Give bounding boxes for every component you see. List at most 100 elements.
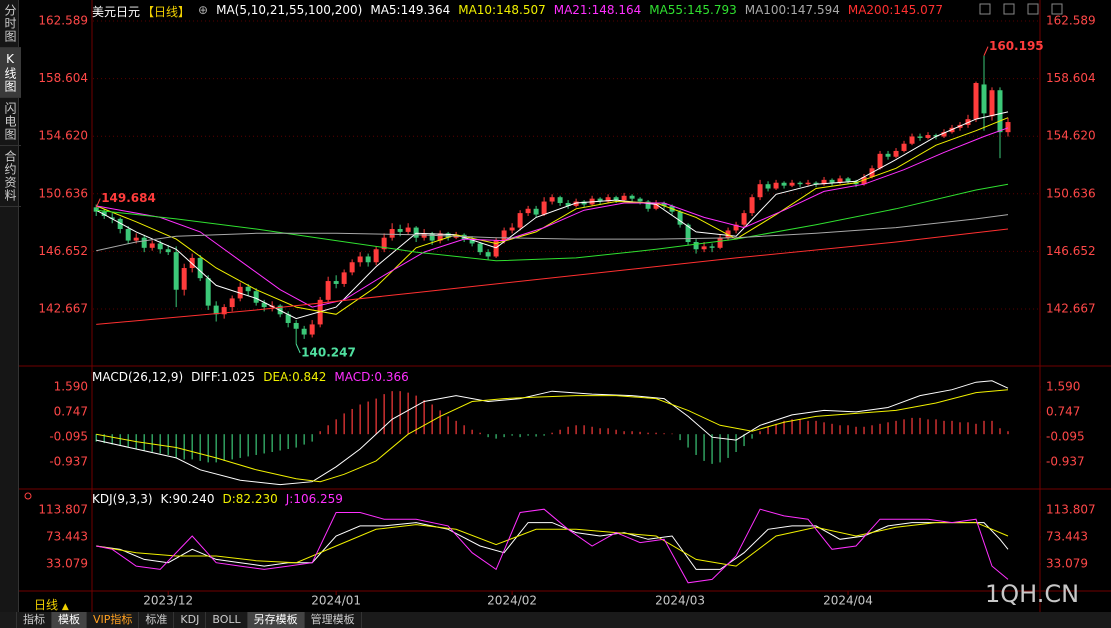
candle-body — [93, 207, 99, 212]
icon[interactable] — [1003, 3, 1015, 15]
candle-body — [349, 262, 355, 273]
legend-entry: D:82.230 — [222, 492, 278, 506]
y-tick-label: 150.636 — [1046, 186, 1096, 200]
candle-body — [725, 230, 731, 238]
x-tick-label: 2024/04 — [823, 594, 873, 608]
candle-body — [749, 197, 755, 214]
legend-entry: DIFF:1.025 — [191, 370, 256, 384]
legend-entry: MA10:148.507 — [458, 3, 546, 17]
macd-header: MACD(26,12,9) DIFF:1.025 DEA:0.842 MACD:0.… — [92, 370, 409, 384]
candle-body — [181, 268, 187, 290]
candle-body — [765, 184, 771, 189]
candle-body — [717, 237, 723, 248]
candle-body — [877, 153, 883, 169]
candle-body — [365, 256, 371, 263]
indicator-line — [96, 214, 1009, 252]
period-selector[interactable]: 日线 ▲ — [34, 598, 69, 612]
symbol: 美元日元 — [92, 5, 141, 19]
candle-body — [629, 195, 635, 199]
candle-body — [541, 201, 547, 215]
y-tick-label: 0.747 — [54, 405, 88, 419]
candle-body — [533, 208, 539, 215]
candle-body — [213, 305, 219, 315]
candle-body — [789, 182, 795, 186]
candle-body — [333, 281, 339, 284]
candle-body — [253, 291, 259, 303]
period: 【日线】 — [142, 5, 191, 19]
candle-body — [325, 281, 331, 300]
candle-body — [693, 242, 699, 250]
tab[interactable]: 指标 — [17, 612, 52, 628]
tab[interactable]: BOLL — [206, 612, 248, 628]
candle-body — [917, 136, 923, 138]
candle-body — [245, 286, 251, 292]
x-tick-label: 2024/01 — [311, 594, 361, 608]
candle-body — [573, 201, 579, 206]
indicator-line — [96, 117, 1009, 315]
candle-body — [709, 246, 715, 248]
candle-body — [637, 198, 643, 202]
candle-body — [677, 211, 683, 225]
candle-body — [405, 227, 411, 232]
y-tick-label: 0.747 — [1046, 405, 1080, 419]
candle-body — [653, 202, 659, 209]
settings-icon[interactable] — [24, 492, 32, 500]
candle-body — [309, 324, 315, 335]
sidebar-tab[interactable]: 合约资料 — [0, 146, 21, 207]
candle-body — [1005, 122, 1011, 133]
indicator-line — [96, 228, 1009, 325]
candle-body — [357, 256, 363, 263]
watermark: 1QH.CN — [985, 580, 1080, 608]
icon[interactable] — [1051, 3, 1063, 15]
tab[interactable]: 另存模板 — [247, 612, 305, 628]
annotation-pointer — [295, 343, 301, 354]
candle-body — [117, 218, 123, 230]
candle-body — [597, 198, 603, 202]
annotation-pointer — [95, 198, 101, 208]
icon[interactable]: ⊕ — [198, 3, 209, 17]
y-tick-label: 142.667 — [38, 301, 88, 315]
candle-body — [661, 202, 667, 206]
sidebar-tab[interactable]: K线图 — [0, 48, 21, 98]
tab[interactable]: KDJ — [174, 612, 207, 628]
candle-body — [525, 208, 531, 214]
candle-body — [685, 224, 691, 243]
tab[interactable]: 标准 — [139, 612, 175, 628]
y-tick-label: -0.937 — [49, 454, 88, 468]
sidebar: 分时图 K线图 闪电图 合约资料 — [0, 0, 21, 612]
candle-body — [813, 182, 819, 185]
y-tick-label: -0.095 — [49, 430, 88, 444]
candle-body — [517, 213, 523, 228]
y-tick-label: 162.589 — [38, 14, 88, 28]
icon[interactable] — [979, 3, 991, 15]
tab[interactable]: 管理模板 — [305, 612, 362, 628]
candle-body — [389, 229, 395, 238]
legend-entry: K:90.240 — [160, 492, 215, 506]
legend-entry: MA200:145.077 — [847, 3, 943, 17]
sidebar-tab[interactable]: 闪电图 — [0, 98, 21, 146]
candle-body — [925, 135, 931, 138]
candle-body — [797, 182, 803, 185]
candle-body — [941, 132, 947, 137]
candle-body — [397, 229, 403, 232]
x-tick-label: 2024/03 — [655, 594, 705, 608]
candle-body — [741, 213, 747, 225]
annotation: 140.247 — [301, 345, 356, 359]
legend-entry: MA5:149.364 — [370, 3, 451, 17]
sidebar-tab[interactable]: 分时图 — [0, 0, 21, 48]
tab[interactable]: 模板 — [52, 612, 87, 628]
y-tick-label: -0.095 — [1046, 430, 1085, 444]
y-tick-label: 162.589 — [1046, 14, 1096, 28]
candle-body — [933, 135, 939, 137]
y-tick-label: 1.590 — [1046, 379, 1080, 393]
tab[interactable]: VIP指标 — [87, 612, 140, 628]
y-tick-label: 146.652 — [1046, 244, 1096, 258]
period-label: 日线 — [34, 598, 59, 612]
legend-entry: MA21:148.164 — [553, 3, 642, 17]
candle-body — [557, 197, 563, 203]
icon[interactable] — [1027, 3, 1039, 15]
candle-body — [477, 243, 483, 253]
candle-body — [989, 90, 995, 117]
